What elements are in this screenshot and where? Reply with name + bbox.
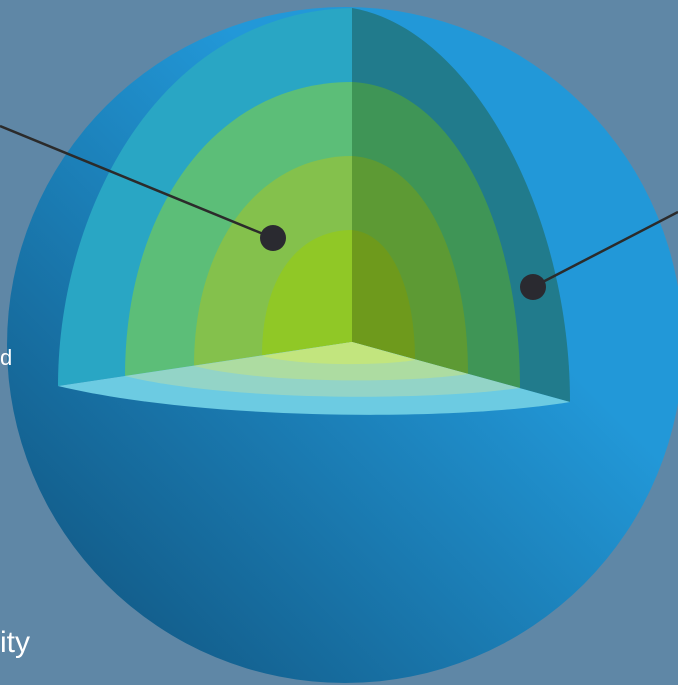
cut-surface-core xyxy=(262,342,415,365)
core-left-face xyxy=(262,230,352,356)
callout-line-right xyxy=(532,210,678,289)
callout-dot-right xyxy=(520,274,546,300)
label-fragment-left: d xyxy=(0,345,13,370)
label-fragment-bottom-left: ity xyxy=(0,626,30,659)
callout-dot-left xyxy=(260,225,286,251)
core-right-face xyxy=(352,230,415,360)
callout-line-left xyxy=(0,124,274,240)
